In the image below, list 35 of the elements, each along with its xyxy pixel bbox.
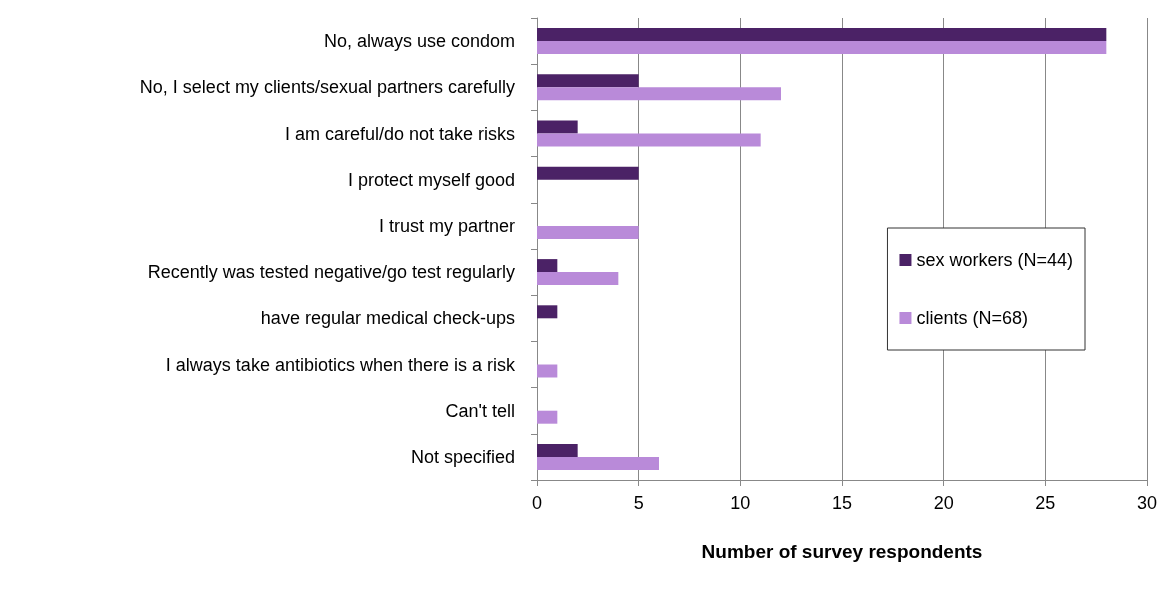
bar bbox=[537, 456, 659, 470]
bar bbox=[537, 259, 558, 273]
y-tick-label: I trust my partner bbox=[378, 215, 515, 236]
x-tick-label: 30 bbox=[1136, 493, 1158, 513]
bar bbox=[537, 74, 639, 88]
bar bbox=[537, 225, 639, 239]
bar bbox=[537, 305, 558, 319]
bar bbox=[537, 120, 578, 134]
y-tick-label: I am careful/do not take risks bbox=[284, 123, 515, 144]
y-tick-label: have regular medical check-ups bbox=[260, 308, 515, 329]
y-tick-label: No, I select my clients/sexual partners carefully bbox=[139, 77, 515, 98]
legend-label: clients (N=68) bbox=[916, 308, 1028, 328]
bar bbox=[537, 133, 761, 147]
x-tick-label: 5 bbox=[633, 493, 644, 513]
bar bbox=[537, 87, 781, 101]
legend-label: sex workers (N=44) bbox=[916, 250, 1073, 270]
bar bbox=[537, 443, 578, 457]
x-axis-title: Number of survey respondents bbox=[701, 541, 983, 562]
bar bbox=[537, 272, 619, 286]
y-tick-label: I always take antibiotics when there is a risk bbox=[165, 354, 516, 375]
bar bbox=[537, 41, 1107, 55]
x-tick-label: 25 bbox=[1035, 493, 1056, 513]
bar bbox=[537, 364, 558, 378]
y-tick-label: I protect myself good bbox=[347, 169, 515, 190]
y-tick-label: Can't tell bbox=[445, 400, 515, 421]
x-tick-label: 0 bbox=[531, 493, 543, 513]
x-tick-label: 15 bbox=[831, 493, 853, 513]
y-tick-label: Not specified bbox=[410, 446, 515, 467]
bar bbox=[537, 28, 1107, 42]
bar bbox=[537, 166, 639, 180]
y-tick-label: No, always use condom bbox=[323, 31, 515, 52]
x-tick-label: 10 bbox=[730, 493, 751, 513]
y-tick-label: Recently was tested negative/go test regularly bbox=[147, 262, 515, 283]
x-tick-label: 20 bbox=[933, 493, 954, 513]
bar bbox=[537, 410, 558, 424]
